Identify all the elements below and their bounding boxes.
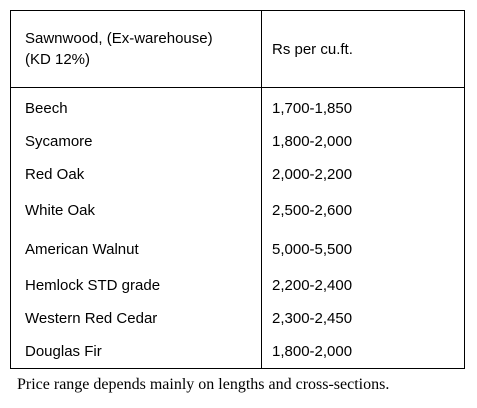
price-table-body: Sawnwood, (Ex-warehouse) (KD 12%) Rs per… bbox=[10, 10, 465, 369]
price-cell: 5,000-5,500 bbox=[272, 241, 353, 258]
table-spacer-row bbox=[10, 87, 465, 92]
table-row: Hemlock STD grade 2,200-2,400 bbox=[10, 269, 465, 302]
spacer-cell-wood bbox=[10, 87, 262, 92]
wood-cell: Red Oak bbox=[10, 158, 262, 191]
price-cell: 2,000-2,200 bbox=[272, 166, 353, 183]
table-row: Beech 1,700-1,850 bbox=[10, 92, 465, 125]
table-row: Douglas Fir 1,800-2,000 bbox=[10, 335, 465, 369]
header-cell-price: Rs per cu.ft. bbox=[261, 10, 465, 88]
wood-cell: Hemlock STD grade bbox=[10, 269, 262, 302]
wood-cell: American Walnut bbox=[10, 230, 262, 269]
table-row: American Walnut 5,000-5,500 bbox=[10, 230, 465, 269]
price-cell: 1,800-2,000 bbox=[272, 343, 353, 360]
price-cell: 2,200-2,400 bbox=[272, 277, 353, 294]
footnote: Price range depends mainly on lengths an… bbox=[17, 376, 390, 393]
price-cell: 2,300-2,450 bbox=[272, 310, 353, 327]
header-wood-line-2: (KD 12%) bbox=[25, 51, 91, 68]
wood-cell: Beech bbox=[10, 92, 262, 125]
header-cell-wood: Sawnwood, (Ex-warehouse) (KD 12%) bbox=[10, 10, 262, 88]
table-row: Western Red Cedar 2,300-2,450 bbox=[10, 302, 465, 335]
table-row: Sycamore 1,800-2,000 bbox=[10, 125, 465, 158]
price-table: Sawnwood, (Ex-warehouse) (KD 12%) Rs per… bbox=[10, 10, 465, 369]
price-cell: 1,800-2,000 bbox=[272, 133, 353, 150]
table-row: White Oak 2,500-2,600 bbox=[10, 191, 465, 230]
wood-cell: White Oak bbox=[10, 191, 262, 230]
header-wood-line-1: Sawnwood, (Ex-warehouse) bbox=[25, 30, 213, 47]
price-cell: 1,700-1,850 bbox=[272, 100, 353, 117]
price-cell: 2,500-2,600 bbox=[272, 202, 353, 219]
table-row: Red Oak 2,000-2,200 bbox=[10, 158, 465, 191]
wood-cell: Western Red Cedar bbox=[10, 302, 262, 335]
wood-cell: Douglas Fir bbox=[10, 335, 262, 369]
wood-cell: Sycamore bbox=[10, 125, 262, 158]
table-header-row: Sawnwood, (Ex-warehouse) (KD 12%) Rs per… bbox=[10, 10, 465, 88]
